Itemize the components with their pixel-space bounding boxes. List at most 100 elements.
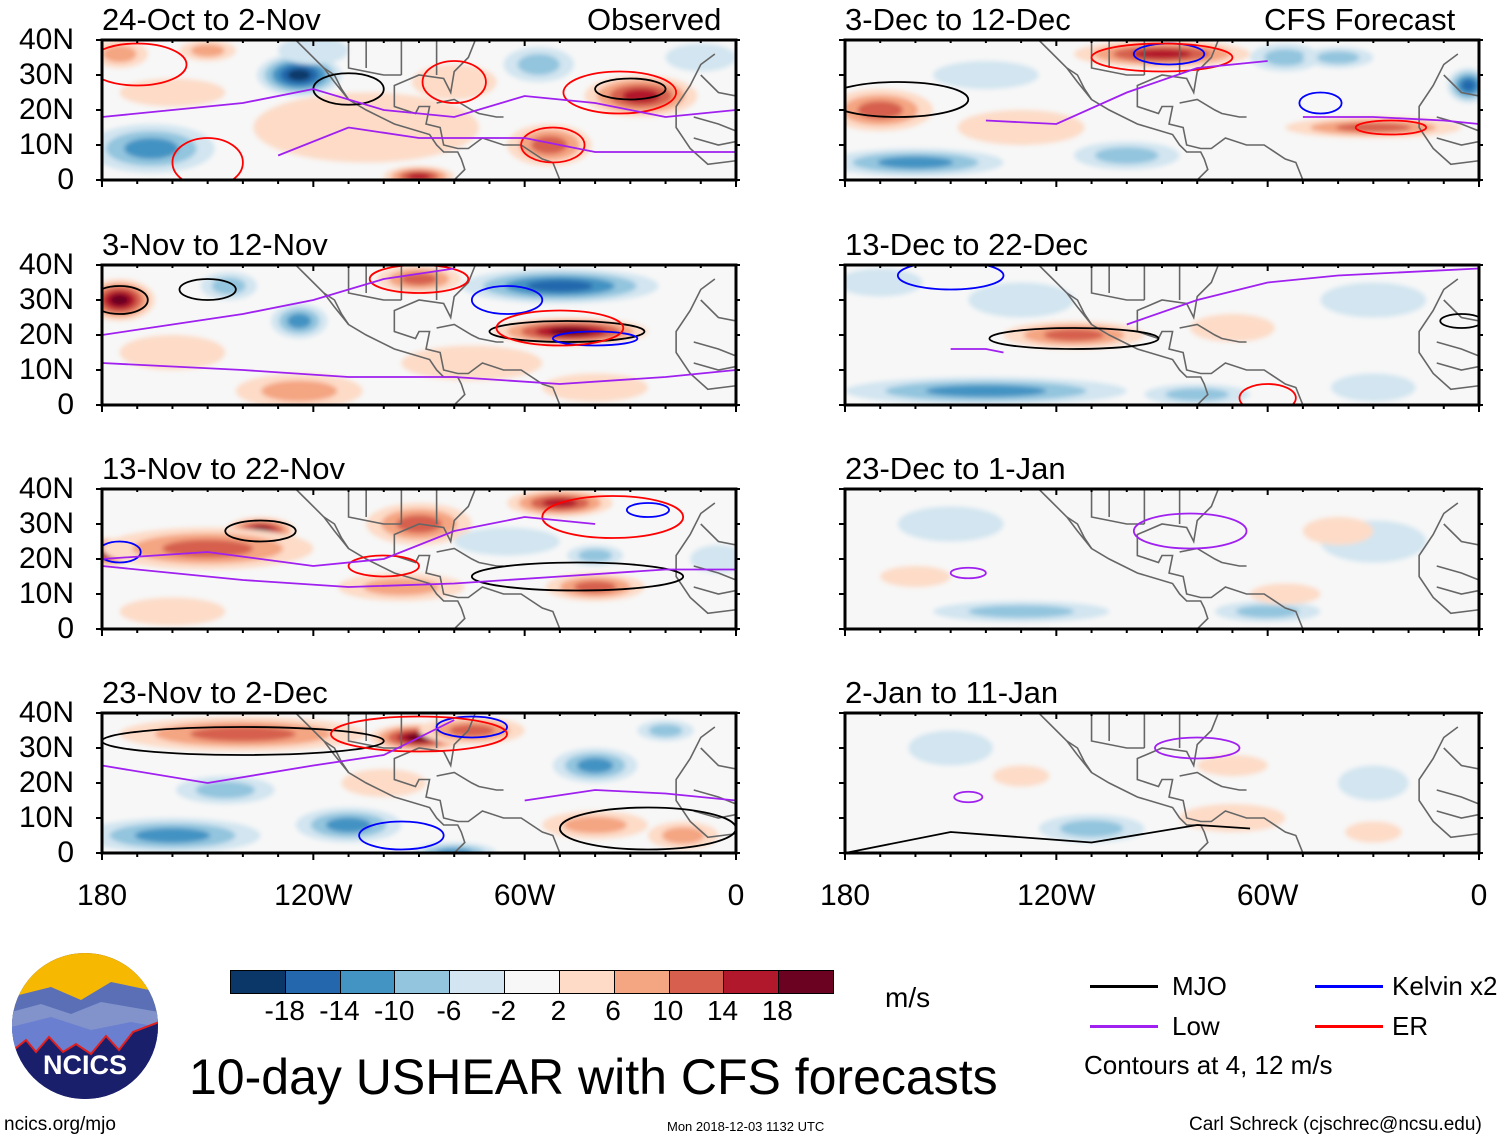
anomaly-shading: [253, 92, 479, 163]
anomaly-shading: [411, 64, 497, 100]
coastline: [1436, 810, 1479, 819]
lon-tick-label: 120W: [1017, 879, 1096, 912]
low-contour: [102, 719, 455, 784]
anomaly-shading: [261, 380, 338, 402]
lat-tick-label: 20N: [18, 93, 74, 126]
coastline: [700, 523, 736, 546]
anomaly-shading: [1190, 314, 1275, 342]
coastline: [323, 740, 350, 773]
kelvin-contour: [625, 502, 670, 518]
anomaly-shading: [341, 769, 427, 797]
low-contour: [1126, 267, 1479, 326]
kelvin-contour: [102, 540, 142, 564]
anomaly-shading: [287, 69, 311, 81]
colorbar-tick-label: -10: [373, 995, 415, 1026]
kelvin-contour: [435, 715, 508, 739]
anomaly-shading: [1059, 820, 1124, 837]
coastline: [1066, 292, 1093, 325]
anomaly-shading: [119, 597, 226, 626]
coastline: [700, 747, 736, 770]
anomaly-shading: [363, 578, 440, 596]
anomaly-shading: [211, 277, 246, 295]
footer-url[interactable]: ncics.org/mjo: [4, 1114, 116, 1135]
coastline: [295, 40, 466, 180]
coastline: [1038, 40, 1209, 180]
low-contour: [1132, 512, 1248, 550]
anomaly-shading: [877, 156, 954, 169]
mjo-contour: [559, 806, 736, 851]
coastline: [1136, 265, 1304, 405]
lat-tick-label: 0: [57, 388, 74, 421]
coastline: [1443, 747, 1479, 770]
coastline: [700, 74, 736, 97]
colorbar-tick-label: -6: [436, 995, 462, 1026]
anomaly-shading: [278, 40, 349, 65]
anomaly-shading: [897, 506, 1004, 542]
panel-title: 24-Oct to 2-Nov: [102, 2, 321, 37]
lat-tick-label: 40N: [18, 472, 74, 505]
colorbar-tick-label: -14: [319, 995, 360, 1026]
er-contour: [520, 126, 586, 164]
lon-tick-label: 60W: [493, 879, 556, 912]
lat-tick-label: 20N: [18, 542, 74, 575]
anomaly-shading: [325, 817, 372, 833]
lat-tick-label: 10N: [18, 353, 74, 386]
colorbar-bin: [723, 971, 779, 993]
low-contour: [524, 789, 736, 802]
lat-tick-label: 20N: [18, 318, 74, 351]
lat-tick-label: 0: [57, 836, 74, 869]
colorbar-tick-label: 10: [652, 995, 684, 1026]
contour-note: Contours at 4, 12 m/s: [1084, 1050, 1333, 1080]
observed-label: Observed: [587, 2, 722, 37]
er-contour: [368, 265, 470, 294]
coastline: [295, 713, 402, 749]
anomaly-shading: [287, 313, 312, 329]
coastline: [1066, 516, 1093, 549]
er-contour: [1090, 42, 1234, 73]
low-contour: [1302, 116, 1479, 125]
coastline: [1436, 789, 1479, 805]
anomaly-shading: [908, 730, 993, 766]
anomaly-shading: [690, 545, 736, 573]
coastline: [1436, 341, 1479, 357]
coastline: [295, 265, 402, 301]
anomaly-shading: [880, 566, 951, 587]
coastline: [295, 265, 466, 405]
coastline: [1418, 502, 1479, 615]
coastline: [436, 98, 504, 118]
kelvin-contour: [470, 285, 544, 315]
ncics-logo: NCICS: [12, 953, 158, 1099]
er-contour: [421, 60, 487, 104]
lat-tick-label: 40N: [18, 248, 74, 281]
coastline: [1066, 67, 1093, 100]
er-contour: [1354, 119, 1428, 136]
lat-tick-label: 30N: [18, 507, 74, 540]
panel-title: 23-Nov to 2-Dec: [102, 675, 328, 710]
colorbar-bin: [504, 971, 559, 993]
anomaly-shading: [578, 549, 613, 562]
low-contour: [1154, 736, 1241, 760]
anomaly-shading: [527, 280, 593, 292]
coastline: [693, 565, 736, 581]
footer-timestamp: Mon 2018-12-03 1132 UTC: [667, 1119, 825, 1134]
mjo-contour: [594, 77, 667, 101]
coastline: [1066, 740, 1093, 773]
coastline: [436, 771, 504, 791]
forecast-label: CFS Forecast: [1264, 2, 1456, 37]
colorbar-tick-label: 2: [550, 995, 567, 1026]
er-contour: [330, 715, 508, 753]
anomaly-shading: [102, 45, 137, 63]
coastline: [295, 713, 466, 853]
lat-tick-label: 30N: [18, 283, 74, 316]
coastline: [323, 67, 350, 100]
panel-title: 23-Dec to 1-Jan: [845, 451, 1066, 486]
kelvin-contour: [551, 330, 639, 347]
er-contour: [171, 137, 244, 180]
coastline: [693, 116, 736, 132]
lon-tick-label: 60W: [1236, 879, 1299, 912]
panel-title: 2-Jan to 11-Jan: [845, 675, 1059, 710]
anomaly-shading: [1132, 49, 1192, 59]
coastline: [1136, 40, 1304, 180]
map-panel-observed: [96, 711, 740, 860]
mjo-contour: [470, 561, 685, 592]
